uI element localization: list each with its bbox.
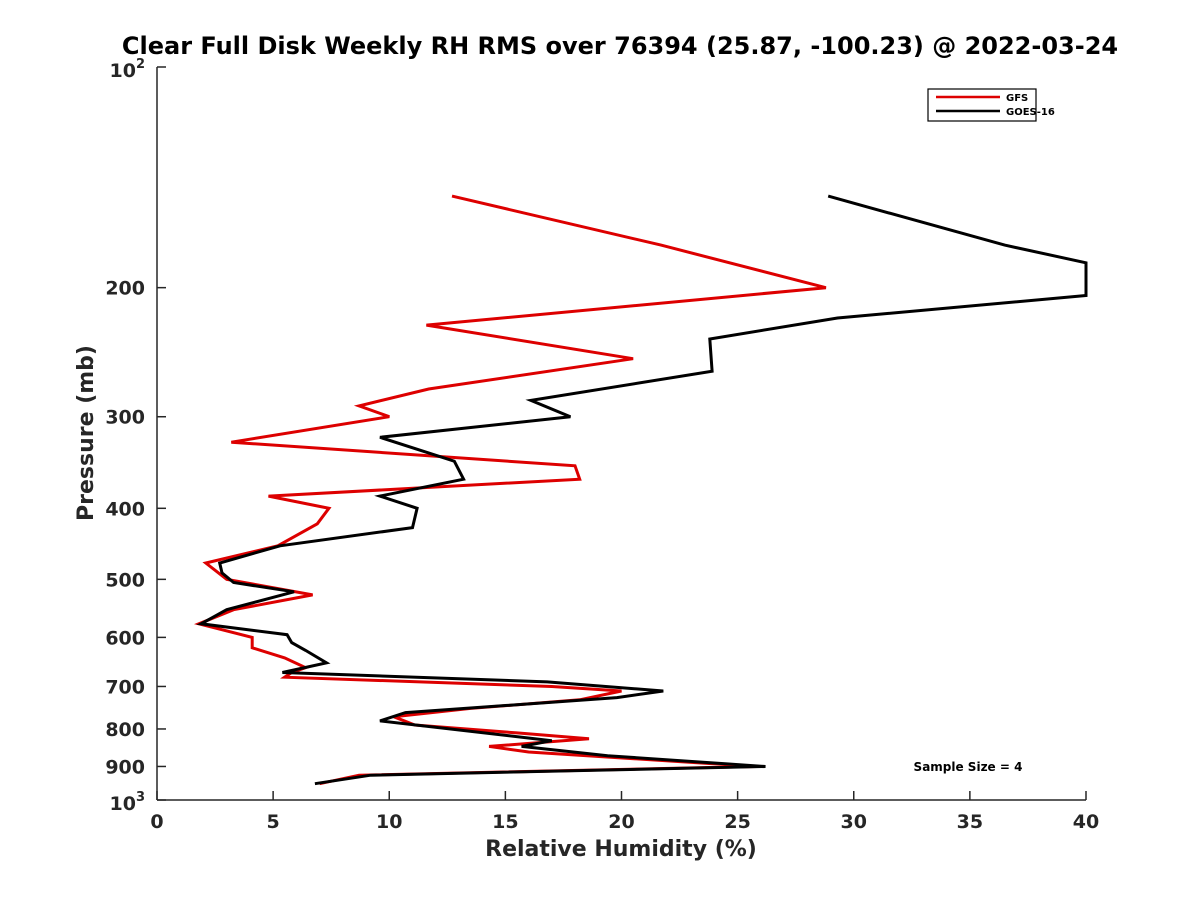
y-tick-label: 800 <box>105 719 145 741</box>
x-tick-label: 20 <box>608 811 634 833</box>
x-tick-label: 35 <box>957 811 983 833</box>
series-line-goes16 <box>196 194 1088 786</box>
y-tick-label-top: 102 <box>110 57 146 82</box>
y-bottom-exponent: 3 <box>136 790 145 805</box>
x-tick-label: 10 <box>376 811 402 833</box>
legend-box <box>927 88 1037 122</box>
y-tick-label: 900 <box>105 756 145 778</box>
x-axis-ticks: 0 5 10 15 20 25 30 35 40 <box>150 791 1099 833</box>
sample-size-annotation: Sample Size = 4 <box>914 760 1023 774</box>
legend-label-goes16: GOES-16 <box>1006 107 1055 118</box>
y-tick-label: 200 <box>105 278 145 300</box>
series-layer <box>194 194 1088 786</box>
y-tick-label: 300 <box>105 407 145 429</box>
x-tick-label: 5 <box>267 811 280 833</box>
y-axis-label: Pressure (mb) <box>74 345 99 521</box>
y-top-exponent: 2 <box>136 57 145 72</box>
legend-label-gfs: GFS <box>1006 93 1028 104</box>
y-tick-label: 500 <box>105 569 145 591</box>
y-tick-label: 700 <box>105 676 145 698</box>
y-axis-ticks: 200 300 400 500 600 700 800 900 <box>105 66 166 801</box>
y-top-base: 10 <box>110 60 136 82</box>
y-tick-label: 600 <box>105 627 145 649</box>
x-tick-label: 25 <box>724 811 750 833</box>
x-axis-label: Relative Humidity (%) <box>485 837 757 862</box>
chart-title: Clear Full Disk Weekly RH RMS over 76394… <box>122 32 1118 60</box>
x-tick-label: 15 <box>492 811 518 833</box>
x-tick-label: 0 <box>150 811 163 833</box>
x-tick-label: 30 <box>841 811 867 833</box>
legend: GFS GOES-16 <box>927 88 1055 122</box>
y-tick-label-bottom: 103 <box>110 790 146 815</box>
y-bottom-base: 10 <box>110 793 136 815</box>
x-tick-label: 40 <box>1073 811 1099 833</box>
y-tick-label: 400 <box>105 498 145 520</box>
